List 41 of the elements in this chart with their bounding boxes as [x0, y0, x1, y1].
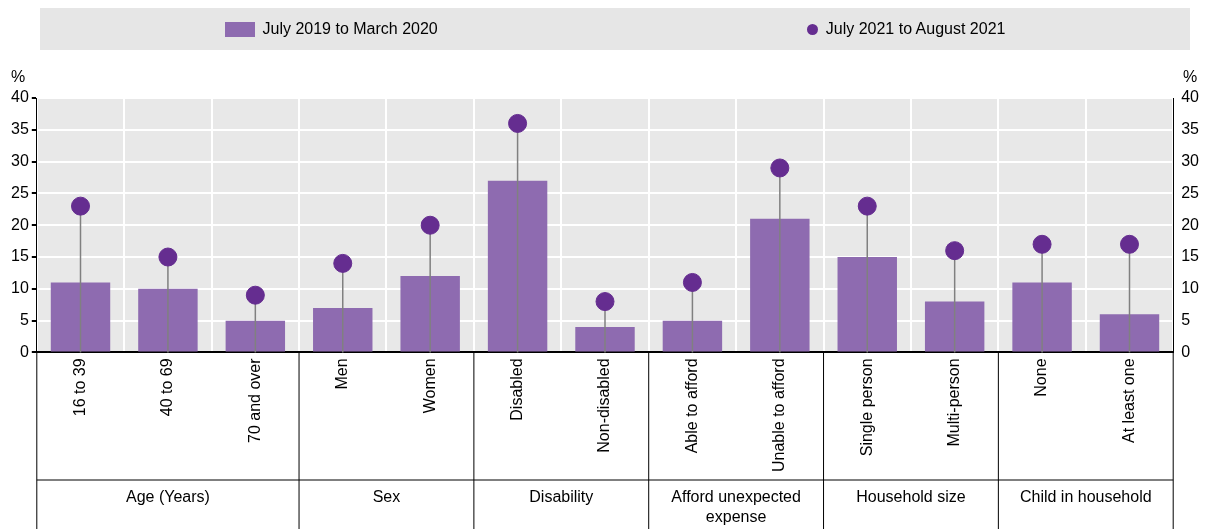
x-tick-label: None	[1032, 358, 1050, 397]
y2-tick-label: 15	[1181, 247, 1200, 265]
text: Child in household	[1019, 488, 1152, 506]
text: Sex	[372, 488, 401, 506]
x-tick-label: 40 to 69	[158, 358, 176, 417]
y2-tick-label: 35	[1181, 120, 1200, 138]
y2-tick-label: 40	[1181, 88, 1200, 106]
text: Household size	[856, 488, 966, 506]
y2-axis-title: %	[1182, 68, 1198, 86]
x-tick-label: Women	[420, 358, 438, 414]
x-tick-label: Able to afford	[682, 358, 700, 454]
x-tick-label: Men	[333, 358, 351, 390]
y-tick-label: 20	[11, 215, 29, 233]
y-tick-label: 25	[11, 183, 29, 201]
text: Age (Years)	[125, 488, 210, 506]
y-tick-label: 15	[11, 247, 29, 265]
x-tick-label: 70 and over	[245, 357, 263, 443]
x-tick-label: Multi-person	[945, 358, 963, 447]
y-axis-title: %	[10, 68, 26, 86]
y2-tick-label: 20	[1181, 215, 1200, 233]
y2-tick-label: 25	[1181, 183, 1200, 201]
y2-tick-label: 5	[1181, 311, 1191, 329]
y-tick-label: 30	[11, 152, 29, 170]
x-tick-label: Single person	[857, 358, 875, 457]
y-tick-label: 10	[11, 279, 29, 297]
x-tick-label: At least one	[1119, 358, 1137, 443]
y2-tick-label: 30	[1181, 152, 1200, 170]
y-tick-label: 0	[19, 342, 29, 360]
text: Disability	[529, 488, 594, 506]
text: Afford unexpected expense	[671, 488, 801, 526]
x-tick-label: Unable to afford	[770, 358, 788, 472]
x-tick-label: Non-disabled	[595, 358, 613, 453]
legend-label: July 2019 to March 2020	[262, 20, 438, 38]
y-tick-label: 35	[11, 120, 29, 138]
y-tick-label: 40	[11, 88, 29, 106]
x-tick-label: 16 to 39	[70, 358, 88, 417]
y2-tick-label: 10	[1181, 279, 1200, 297]
y2-tick-label: 0	[1181, 342, 1191, 360]
legend-label: July 2021 to August 2021	[825, 20, 1006, 38]
y-tick-label: 5	[19, 311, 29, 329]
x-tick-label: Disabled	[507, 358, 525, 421]
